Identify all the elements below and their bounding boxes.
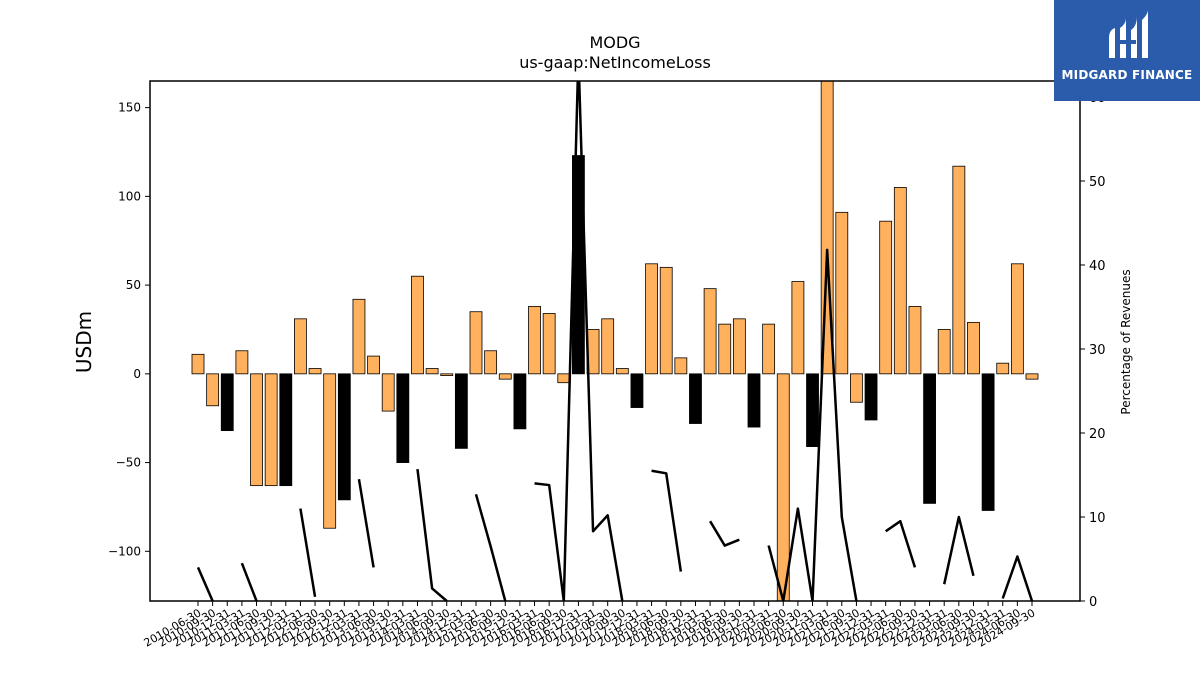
bar-2022-12-31 <box>923 373 936 504</box>
pct-revenue-line-segment <box>474 493 507 601</box>
y-tick-label: 100 <box>118 189 141 203</box>
bar-2020-03-31 <box>762 323 776 375</box>
pct-revenue-line-segment <box>534 81 624 601</box>
bar-2024-03-31 <box>996 362 1010 375</box>
bar-2021-09-30 <box>850 373 863 403</box>
axes-group: −100−5005010015001020304050602010-06-302… <box>108 80 1106 650</box>
bar-2018-09-30 <box>674 357 688 375</box>
bar-2012-06-30 <box>308 368 322 375</box>
pct-revenue-line-segment <box>709 520 740 547</box>
y2-tick-label: 40 <box>1089 259 1106 274</box>
bar-2012-12-31 <box>337 373 351 501</box>
bar-2016-06-30 <box>542 313 556 375</box>
bar-2020-09-30 <box>791 281 805 375</box>
bar-2019-03-31 <box>703 288 717 375</box>
bar-2011-12-31 <box>279 373 293 487</box>
bar-2020-12-31 <box>806 373 819 447</box>
bar-2010-12-31 <box>220 373 234 432</box>
bar-2011-09-30 <box>264 373 278 487</box>
bar-2011-06-30 <box>250 373 263 487</box>
bar-2023-03-31 <box>937 329 951 375</box>
pct-revenue-line-segment <box>1001 555 1034 601</box>
y2-tick-label: 20 <box>1089 427 1106 442</box>
bar-2016-03-31 <box>528 305 541 375</box>
bar-2017-09-30 <box>615 368 629 375</box>
bar-2019-06-30 <box>718 323 732 375</box>
bar-2023-12-31 <box>981 373 995 511</box>
bar-2022-09-30 <box>908 305 922 375</box>
bar-2019-09-30 <box>732 318 746 375</box>
bar-2014-09-30 <box>440 373 454 376</box>
pct-revenue-line-segment <box>651 469 683 572</box>
bar-2023-06-30 <box>952 165 966 375</box>
bar-2012-03-31 <box>294 318 307 375</box>
bar-2014-06-30 <box>425 368 439 375</box>
pct-revenue-line-segment <box>884 519 917 568</box>
bar-2024-06-30 <box>1010 263 1024 375</box>
bar-2018-06-30 <box>659 266 673 375</box>
bar-2018-12-31 <box>689 373 702 424</box>
y-tick-label: −100 <box>108 544 141 558</box>
bar-2021-06-30 <box>835 211 849 375</box>
chart-subtitle: us-gaap:NetIncomeLoss <box>519 53 711 72</box>
y2-tick-label: 30 <box>1089 343 1106 358</box>
bar-2014-03-31 <box>411 275 424 375</box>
bars-group <box>191 81 1039 601</box>
bar-2013-09-30 <box>381 373 395 412</box>
y2-tick-label: 0 <box>1089 595 1097 610</box>
line-group <box>196 81 1034 601</box>
y2-axis-label: Percentage of Revenues <box>1119 269 1133 414</box>
bar-2022-03-31 <box>879 220 893 375</box>
bar-2013-03-31 <box>352 298 366 375</box>
bar-2015-03-31 <box>469 311 483 375</box>
pct-revenue-line-segment <box>767 248 858 601</box>
y2-tick-label: 50 <box>1089 175 1106 190</box>
bar-2011-03-31 <box>235 350 249 375</box>
chart-title: MODG <box>589 33 640 52</box>
bar-2019-12-31 <box>747 373 761 428</box>
bar-2012-09-30 <box>323 373 337 529</box>
plot-frame <box>149 80 1081 602</box>
bar-2015-12-31 <box>513 373 527 430</box>
bar-2018-03-31 <box>645 263 658 375</box>
y2-tick-label: 10 <box>1089 511 1106 526</box>
bar-2010-06-30 <box>191 353 205 375</box>
y-tick-label: 50 <box>126 278 141 292</box>
bar-2015-09-30 <box>498 373 512 380</box>
bar-2010-09-30 <box>206 373 220 407</box>
pct-revenue-line-segment <box>196 566 214 601</box>
bar-2024-09-30 <box>1025 373 1039 380</box>
bar-2013-06-30 <box>367 355 380 375</box>
bar-2016-09-30 <box>557 373 571 384</box>
bar-2022-06-30 <box>893 187 907 375</box>
y-tick-label: 0 <box>133 367 141 381</box>
pct-revenue-line-segment <box>942 515 975 585</box>
pct-revenue-line-segment <box>240 562 258 601</box>
logo-text: MIDGARD FINANCE <box>1061 68 1193 82</box>
bar-2014-12-31 <box>454 373 468 449</box>
y-tick-label: −50 <box>116 456 141 470</box>
bar-2015-06-30 <box>484 350 498 375</box>
bar-2017-06-30 <box>601 318 615 375</box>
bar-2021-12-31 <box>864 373 878 421</box>
bar-2023-09-30 <box>967 321 980 375</box>
pct-revenue-line-segment <box>357 478 375 568</box>
bar-2013-12-31 <box>396 373 410 463</box>
bar-2017-12-31 <box>630 373 644 408</box>
y-tick-label: 150 <box>118 101 141 115</box>
pct-revenue-line-segment <box>416 468 448 601</box>
pct-revenue-line-segment <box>299 508 317 598</box>
midgard-finance-logo: MIDGARD FINANCE <box>1054 0 1200 101</box>
logo-mark-icon <box>1109 10 1148 58</box>
y-axis-label: USDm <box>72 311 96 373</box>
